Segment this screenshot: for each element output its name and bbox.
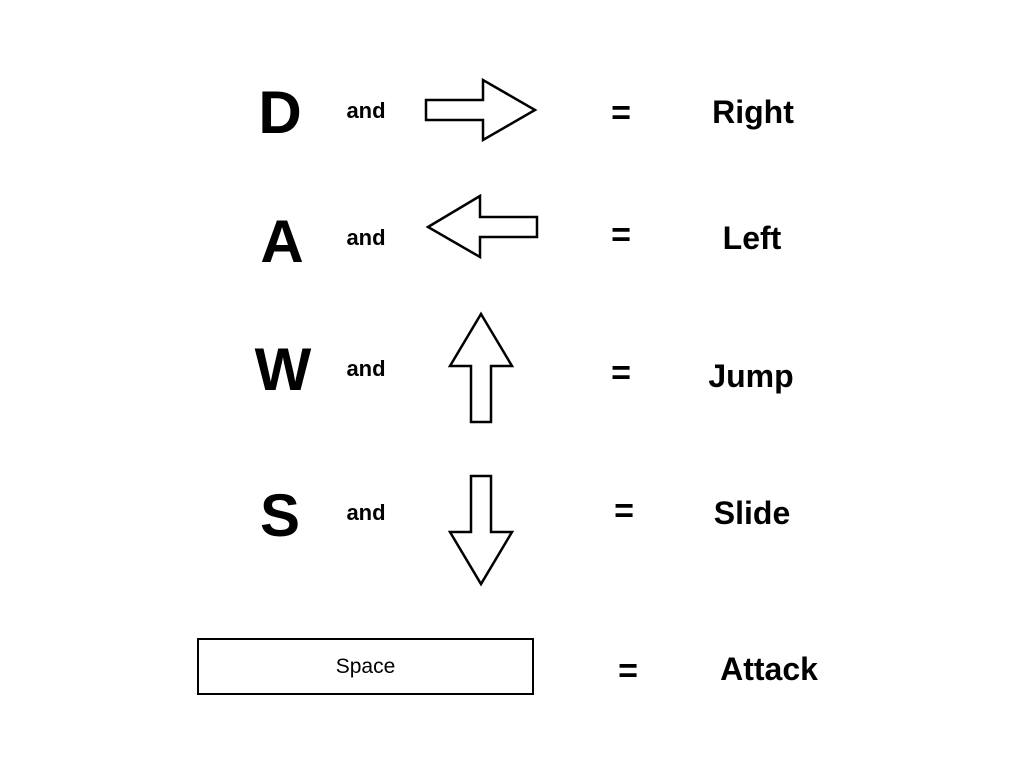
action-slide-label: Slide [713,495,791,531]
equals-sign: = [618,652,638,690]
key-d-label: D [258,79,302,146]
up-arrow-icon [447,311,515,424]
right-arrow-icon [424,77,538,143]
key-s-label: S [259,482,301,549]
key-w-label: W [254,336,312,403]
and-label: and [346,500,386,525]
equals-sign: = [611,354,631,392]
left-arrow-icon [425,193,539,260]
and-label: and [346,356,386,381]
and-label: and [346,98,386,123]
down-arrow-icon [447,474,515,587]
space-key-label: Space [335,654,396,678]
equals-sign: = [611,94,631,132]
key-a-label: A [260,208,304,275]
space-key-box: Space [197,638,534,695]
and-label: and [346,225,386,250]
equals-sign: = [611,216,631,254]
action-jump-label: Jump [708,358,794,394]
action-right-label: Right [712,94,794,130]
equals-sign: = [614,492,634,530]
action-attack-label: Attack [720,651,818,687]
action-left-label: Left [722,220,782,256]
